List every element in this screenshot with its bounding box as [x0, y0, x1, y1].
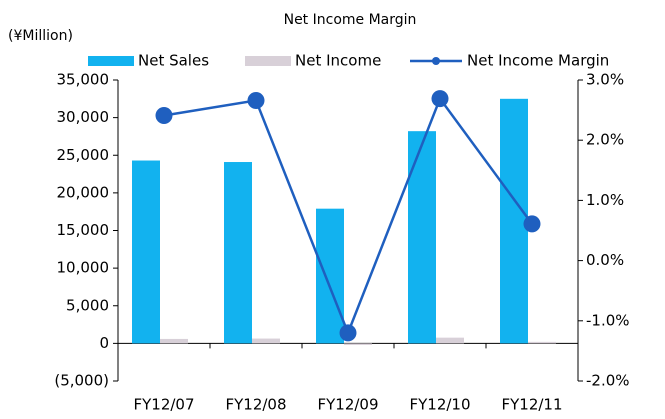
legend-marker [432, 57, 440, 65]
legend-swatch [245, 56, 291, 66]
line-marker [247, 91, 265, 109]
y2-tick-label: 3.0% [586, 71, 624, 89]
legend-swatch [88, 56, 134, 66]
y2-tick-label: 1.0% [586, 191, 624, 209]
bar [132, 160, 160, 344]
y2-tick-label: -2.0% [586, 372, 630, 390]
bar [408, 131, 436, 344]
y-tick-label: 25,000 [57, 146, 110, 164]
y-tick-label: 15,000 [57, 221, 110, 239]
x-tick-label: FY12/08 [225, 396, 286, 414]
line-marker [155, 107, 173, 125]
x-tick-label: FY12/07 [133, 396, 194, 414]
line-marker [523, 215, 541, 233]
y-axis-label: (¥Million) [8, 28, 73, 44]
y-tick-label: 35,000 [57, 71, 110, 89]
bar [500, 98, 528, 344]
legend-label: Net Sales [138, 52, 209, 70]
line-marker [431, 90, 449, 108]
x-tick-label: FY12/11 [501, 396, 562, 414]
y-tick-label: 0 [99, 334, 109, 352]
chart-title: Net Income Margin [284, 12, 417, 28]
y-tick-label: 30,000 [57, 108, 110, 126]
y2-tick-label: 2.0% [586, 131, 624, 149]
y2-tick-label: 0.0% [586, 251, 624, 269]
y-tick-label: 20,000 [57, 183, 110, 201]
legend-label: Net Income [295, 52, 381, 70]
x-tick-label: FY12/09 [317, 396, 378, 414]
bar [252, 338, 280, 344]
line-marker [339, 324, 357, 342]
bar [316, 208, 344, 344]
bar [224, 162, 252, 344]
y-tick-label: 5,000 [66, 296, 109, 314]
y2-tick-label: -1.0% [586, 311, 630, 329]
legend-label: Net Income Margin [467, 52, 609, 70]
x-tick-label: FY12/10 [409, 396, 470, 414]
y-tick-label: (5,000) [54, 372, 109, 390]
bar [160, 338, 188, 344]
y-tick-label: 10,000 [57, 259, 110, 277]
line [163, 96, 534, 337]
bar [528, 341, 556, 344]
bar [436, 337, 464, 344]
bar [344, 343, 372, 345]
